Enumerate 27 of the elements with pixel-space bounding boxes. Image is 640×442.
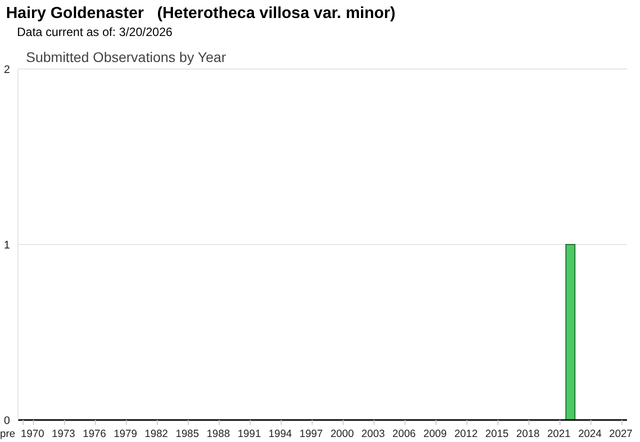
x-tick-label: 1994 [268, 428, 292, 440]
x-tick-label: 1988 [206, 428, 230, 440]
x-tick-label: 2021 [547, 428, 571, 440]
x-tick-label: 1991 [238, 428, 262, 440]
x-tick-label: 2000 [330, 428, 354, 440]
x-tick-label: 1976 [82, 428, 106, 440]
x-tick-label: 2027 [609, 428, 633, 440]
chart-title: Hairy Goldenaster (Heterotheca villosa var. minor) [6, 5, 396, 23]
x-tick-label: 2003 [361, 428, 385, 440]
x-tick-label: 1979 [114, 428, 138, 440]
x-tick-label: 2012 [454, 428, 478, 440]
x-tick-label: 2024 [578, 428, 602, 440]
x-tick-label: 1970 [20, 428, 44, 440]
x-tick-label: 2018 [516, 428, 540, 440]
y-tick-label: 0 [4, 414, 10, 427]
x-tick-label: 2015 [485, 428, 509, 440]
x-tick-label: 1997 [300, 428, 324, 440]
x-tick-label: 2009 [423, 428, 447, 440]
x-tick-label: 1982 [144, 428, 168, 440]
text: Submitted Observations by Year [26, 49, 226, 65]
x-tick-label: pre [0, 428, 16, 440]
y-tick-label: 1 [4, 239, 10, 252]
x-tick-label: 2006 [392, 428, 416, 440]
x-tick-label: 1985 [176, 428, 200, 440]
x-tick-label: 1973 [52, 428, 76, 440]
y-tick-label: 2 [4, 64, 10, 76]
chart-subtitle: Data current as of: 3/20/2026 [17, 25, 172, 39]
